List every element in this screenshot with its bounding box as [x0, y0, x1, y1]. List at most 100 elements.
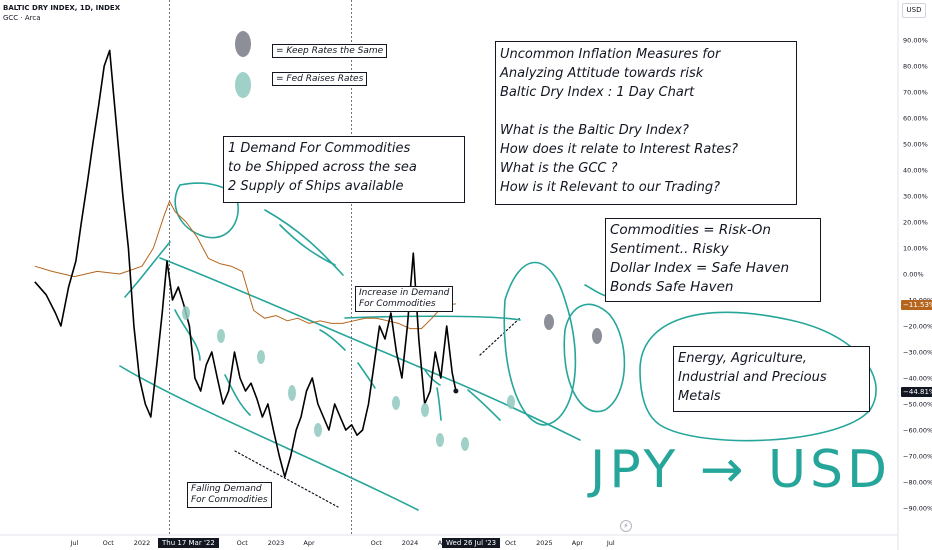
y-tick-label: −70.00% — [903, 453, 932, 461]
y-tick-label: 0.00% — [903, 271, 924, 279]
teal-drawings — [119, 182, 877, 511]
x-tick-label: Jul — [606, 539, 615, 547]
bdi-price-tag: −44.81% — [901, 387, 932, 397]
y-tick-label: 30.00% — [903, 193, 928, 201]
series-end-dot — [453, 388, 459, 394]
note-demand-supply: 1 Demand For Commodities to be Shipped a… — [223, 136, 465, 203]
teal-stroke — [224, 374, 251, 416]
x-tick-label: Apr — [303, 539, 315, 547]
keep-rates-dot — [544, 314, 554, 330]
bdi-series — [34, 49, 459, 478]
teal-stroke — [159, 257, 581, 441]
chart-legend: BALTIC DRY INDEX, 1D, INDEX GCC · Arca — [3, 3, 120, 23]
note-line: 1 Demand For Commodities — [228, 141, 411, 156]
note-line: 2 Supply of Ships available — [228, 179, 404, 194]
note-line: Sentiment.. Risky — [610, 241, 729, 257]
y-tick-label: 70.00% — [903, 89, 928, 97]
gcc-price-tag: −11.53% — [901, 300, 932, 310]
note-line: Baltic Dry Index : 1 Day Chart — [500, 85, 695, 100]
raise-rates-dot — [392, 396, 400, 410]
note-line: For Commodities — [359, 299, 436, 309]
y-tick-label: −60.00% — [903, 427, 932, 435]
teal-stroke — [436, 387, 442, 421]
x-tick-label: Oct — [103, 539, 115, 547]
raise-rates-dot — [288, 385, 296, 401]
price-axis: 90.00% 80.00% 70.00% 60.00% 50.00% 40.00% 30.0… — [897, 0, 932, 550]
note-line: Bonds Safe Haven — [610, 279, 734, 295]
y-tick-label: 20.00% — [903, 219, 928, 227]
x-tick-label: Jul — [70, 539, 79, 547]
x-tick-label: Apr — [572, 539, 584, 547]
note-falling-demand: Falling Demand For Commodities — [187, 482, 272, 508]
raise-rates-dot — [182, 306, 190, 320]
legend-compare: GCC · Arca — [3, 14, 41, 22]
teal-stroke — [639, 311, 877, 442]
gcc-series — [34, 200, 456, 330]
y-tick-label: 50.00% — [903, 141, 928, 149]
raise-rates-dot — [235, 72, 251, 98]
y-tick-label: −90.00% — [903, 505, 932, 513]
time-mode-icon[interactable]: ⚡ — [620, 520, 632, 532]
date-tag-jul23: Wed 26 Jul '23 — [442, 538, 501, 548]
teal-stroke — [264, 209, 344, 276]
note-line: Industrial and Precious — [678, 370, 827, 385]
raise-rates-dot — [257, 350, 265, 364]
note-title-box: Uncommon Inflation Measures for Analyzin… — [495, 41, 797, 205]
teal-stroke — [503, 261, 577, 426]
keep-rates-dot — [592, 328, 602, 344]
teal-stroke — [467, 389, 501, 421]
dotted-arrow-falling — [234, 450, 339, 508]
note-line: For Commodities — [191, 495, 268, 505]
y-tick-label: −50.00% — [903, 401, 932, 409]
x-tick-label: Oct — [371, 539, 383, 547]
x-tick-label: 2023 — [268, 539, 285, 547]
y-tick-label: 60.00% — [903, 115, 928, 123]
note-line: Dollar Index = Safe Haven — [610, 260, 790, 276]
dotted-arrow-rising — [479, 317, 521, 356]
teal-stroke — [344, 315, 521, 321]
note-line: What is the GCC ? — [500, 161, 618, 176]
keep-rates-dot — [235, 31, 251, 57]
raise-rates-dot — [314, 423, 322, 437]
rate-decision-dots — [182, 31, 602, 451]
teal-stroke — [319, 329, 346, 351]
series-line — [34, 49, 457, 478]
currency-button[interactable]: USD — [902, 3, 926, 18]
note-line: Increase in Demand — [359, 288, 450, 298]
y-tick-label: −40.00% — [903, 375, 932, 383]
note-line: to be Shipped across the sea — [228, 160, 417, 175]
date-tag-mar22: Thu 17 Mar '22 — [158, 538, 219, 548]
note-line: What is the Baltic Dry Index? — [500, 123, 689, 138]
note-line: How is it Relevant to our Trading? — [500, 180, 720, 195]
y-tick-label: −20.00% — [903, 323, 932, 331]
key-keep-rates: = Keep Rates the Same — [272, 44, 388, 58]
note-line: Metals — [678, 389, 721, 404]
teal-stroke — [357, 362, 376, 389]
note-line: Analyzing Attitude towards risk — [500, 66, 704, 81]
teal-stroke — [119, 365, 419, 511]
x-tick-label: 2024 — [402, 539, 419, 547]
note-line: Commodities = Risk-On — [610, 222, 771, 238]
note-line: How does it relate to Interest Rates? — [500, 142, 739, 157]
teal-stroke — [563, 303, 626, 413]
note-increase-demand: Increase in Demand For Commodities — [355, 286, 454, 312]
raise-rates-dot — [421, 403, 429, 417]
note-line: Falling Demand — [191, 484, 262, 494]
teal-stroke — [279, 224, 336, 266]
x-tick-label: 2025 — [536, 539, 553, 547]
x-tick-label: Oct — [505, 539, 517, 547]
note-line — [500, 102, 792, 121]
key-raise-rates: = Fed Raises Rates — [272, 72, 368, 86]
handwriting-jpy-usd: JPY → USD — [590, 440, 892, 500]
raise-rates-dot — [217, 329, 225, 343]
note-line: Energy, Agriculture, — [678, 351, 807, 366]
y-tick-label: 40.00% — [903, 167, 928, 175]
marker-lines — [169, 0, 352, 535]
x-tick-label: Oct — [237, 539, 249, 547]
note-energy-box: Energy, Agriculture, Industrial and Prec… — [673, 346, 870, 412]
y-tick-label: −30.00% — [903, 349, 932, 357]
teal-stroke — [174, 182, 239, 239]
note-line: Uncommon Inflation Measures for — [500, 47, 721, 62]
legend-symbol: BALTIC DRY INDEX, 1D, INDEX — [3, 4, 121, 12]
y-tick-label: 90.00% — [903, 37, 928, 45]
